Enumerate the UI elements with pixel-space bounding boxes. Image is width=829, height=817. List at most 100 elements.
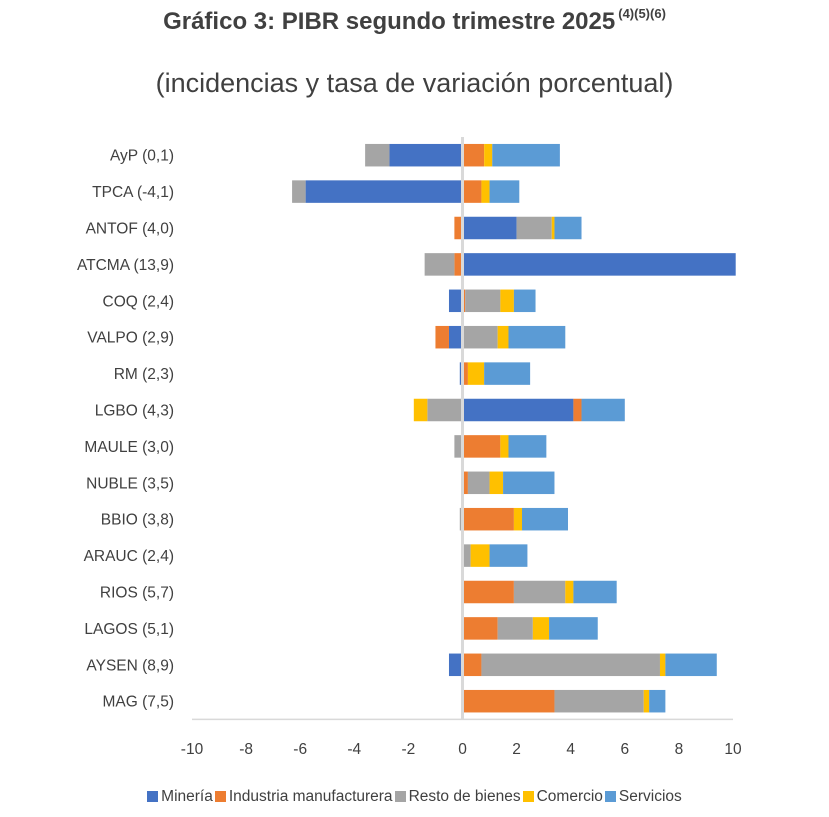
bar-segment <box>462 180 482 203</box>
legend-label: Servicios <box>618 788 682 805</box>
bar-segment <box>465 289 501 313</box>
category-label: AYSEN (8,9) <box>86 657 174 674</box>
bar-segment <box>513 507 523 531</box>
category-label: RM (2,3) <box>114 366 174 383</box>
bar-segment <box>649 689 666 713</box>
legend-swatch <box>214 791 226 802</box>
legend-label: Industria manufacturera <box>228 788 393 805</box>
x-tick-label: -4 <box>347 741 361 758</box>
bar-segment <box>389 143 463 167</box>
x-tick-label: 8 <box>675 741 684 758</box>
bar-segment <box>462 398 574 422</box>
bar-segment <box>565 580 574 604</box>
category-label: ATCMA (13,9) <box>77 257 174 274</box>
chart-title: Gráfico 3: PIBR segundo trimestre 2025 (4… <box>0 6 829 36</box>
x-tick-label: 10 <box>724 741 742 758</box>
bar-segment <box>454 253 463 276</box>
bar-segment <box>551 216 555 240</box>
bar-segment <box>508 435 547 458</box>
chart-subtitle: (incidencias y tasa de variación porcent… <box>155 68 674 98</box>
bar-segment <box>462 617 498 640</box>
bar-segment <box>462 689 555 713</box>
legend-label: Minería <box>161 788 213 805</box>
category-label: ARAUC (2,4) <box>84 548 174 565</box>
bar-segment <box>500 289 514 313</box>
bar-segment <box>435 325 449 349</box>
bar-segment <box>484 362 531 385</box>
bar-segment <box>424 253 455 276</box>
category-label: MAULE (3,0) <box>84 439 174 456</box>
bar-segment <box>516 216 552 240</box>
bar-segment <box>532 617 550 640</box>
bar-segment <box>573 398 582 422</box>
bar-segment <box>484 143 493 167</box>
category-label: LAGOS (5,1) <box>84 621 174 638</box>
x-tick-label: -10 <box>181 741 204 758</box>
bar-segment <box>462 325 498 349</box>
bar-segment <box>497 617 533 640</box>
bar-segment <box>508 325 566 349</box>
bar-segment <box>448 653 463 677</box>
chart-legend: Minería Industria manufacturera Resto de b… <box>0 788 829 806</box>
x-tick-label: -6 <box>293 741 307 758</box>
legend-item: Industria manufacturera <box>214 788 393 806</box>
bar-segment <box>554 216 582 240</box>
bar-segment <box>492 143 560 167</box>
x-tick-label: -2 <box>402 741 416 758</box>
bar-segment <box>292 180 306 203</box>
bar-segment <box>462 216 517 240</box>
legend-label: Resto de bienes <box>408 788 521 805</box>
legend-swatch <box>147 791 159 802</box>
x-tick-label: -8 <box>239 741 253 758</box>
bar-segment <box>462 435 501 458</box>
bar-segment <box>467 471 490 495</box>
category-label: MAG (7,5) <box>103 694 174 711</box>
legend-swatch <box>394 791 406 802</box>
bar-segment <box>549 617 598 640</box>
bar-segment <box>462 143 485 167</box>
bar-segment <box>454 435 463 458</box>
category-label: BBIO (3,8) <box>101 512 174 529</box>
category-label: AyP (0,1) <box>110 148 174 165</box>
legend-swatch <box>522 791 534 802</box>
legend-item: Resto de bienes <box>394 788 521 806</box>
category-label: VALPO (2,9) <box>87 330 174 347</box>
bar-segment <box>489 471 504 495</box>
bar-segment <box>427 398 463 422</box>
bar-segment <box>462 362 468 385</box>
x-tick-label: 4 <box>566 741 575 758</box>
category-label: COQ (2,4) <box>103 293 174 310</box>
legend-item: Servicios <box>604 788 682 806</box>
bar-segment <box>462 653 482 677</box>
bar-segment <box>448 289 463 313</box>
chart-title-text: Gráfico 3: PIBR segundo trimestre 2025 <box>163 8 616 35</box>
bar-segment <box>413 398 428 422</box>
bar-segment <box>665 653 717 677</box>
bar-segment <box>497 325 509 349</box>
bar-segment <box>573 580 617 604</box>
bar-segment <box>489 544 528 567</box>
legend-swatch <box>604 791 616 802</box>
bar-segment <box>454 216 463 240</box>
bar-segment <box>513 289 536 313</box>
legend-label: Comercio <box>536 788 603 805</box>
chart-title-footnotes: (4)(5)(6) <box>618 6 666 21</box>
bar-segment <box>522 507 568 531</box>
bar-segment <box>305 180 463 203</box>
bar-segment <box>643 689 650 713</box>
bar-segment <box>467 362 485 385</box>
x-tick-label: 2 <box>512 741 521 758</box>
category-label: RIOS (5,7) <box>100 585 174 602</box>
bar-segment <box>481 653 660 677</box>
bar-segment <box>365 143 390 167</box>
bar-segment <box>448 325 463 349</box>
bar-segment <box>462 253 736 276</box>
category-label: ANTOF (4,0) <box>86 221 174 238</box>
bar-segment <box>500 435 509 458</box>
bar-segment <box>513 580 566 604</box>
bar-segment <box>462 507 514 531</box>
category-label: NUBLE (3,5) <box>86 475 174 492</box>
bar-segment <box>659 653 666 677</box>
category-label: TPCA (-4,1) <box>92 184 174 201</box>
